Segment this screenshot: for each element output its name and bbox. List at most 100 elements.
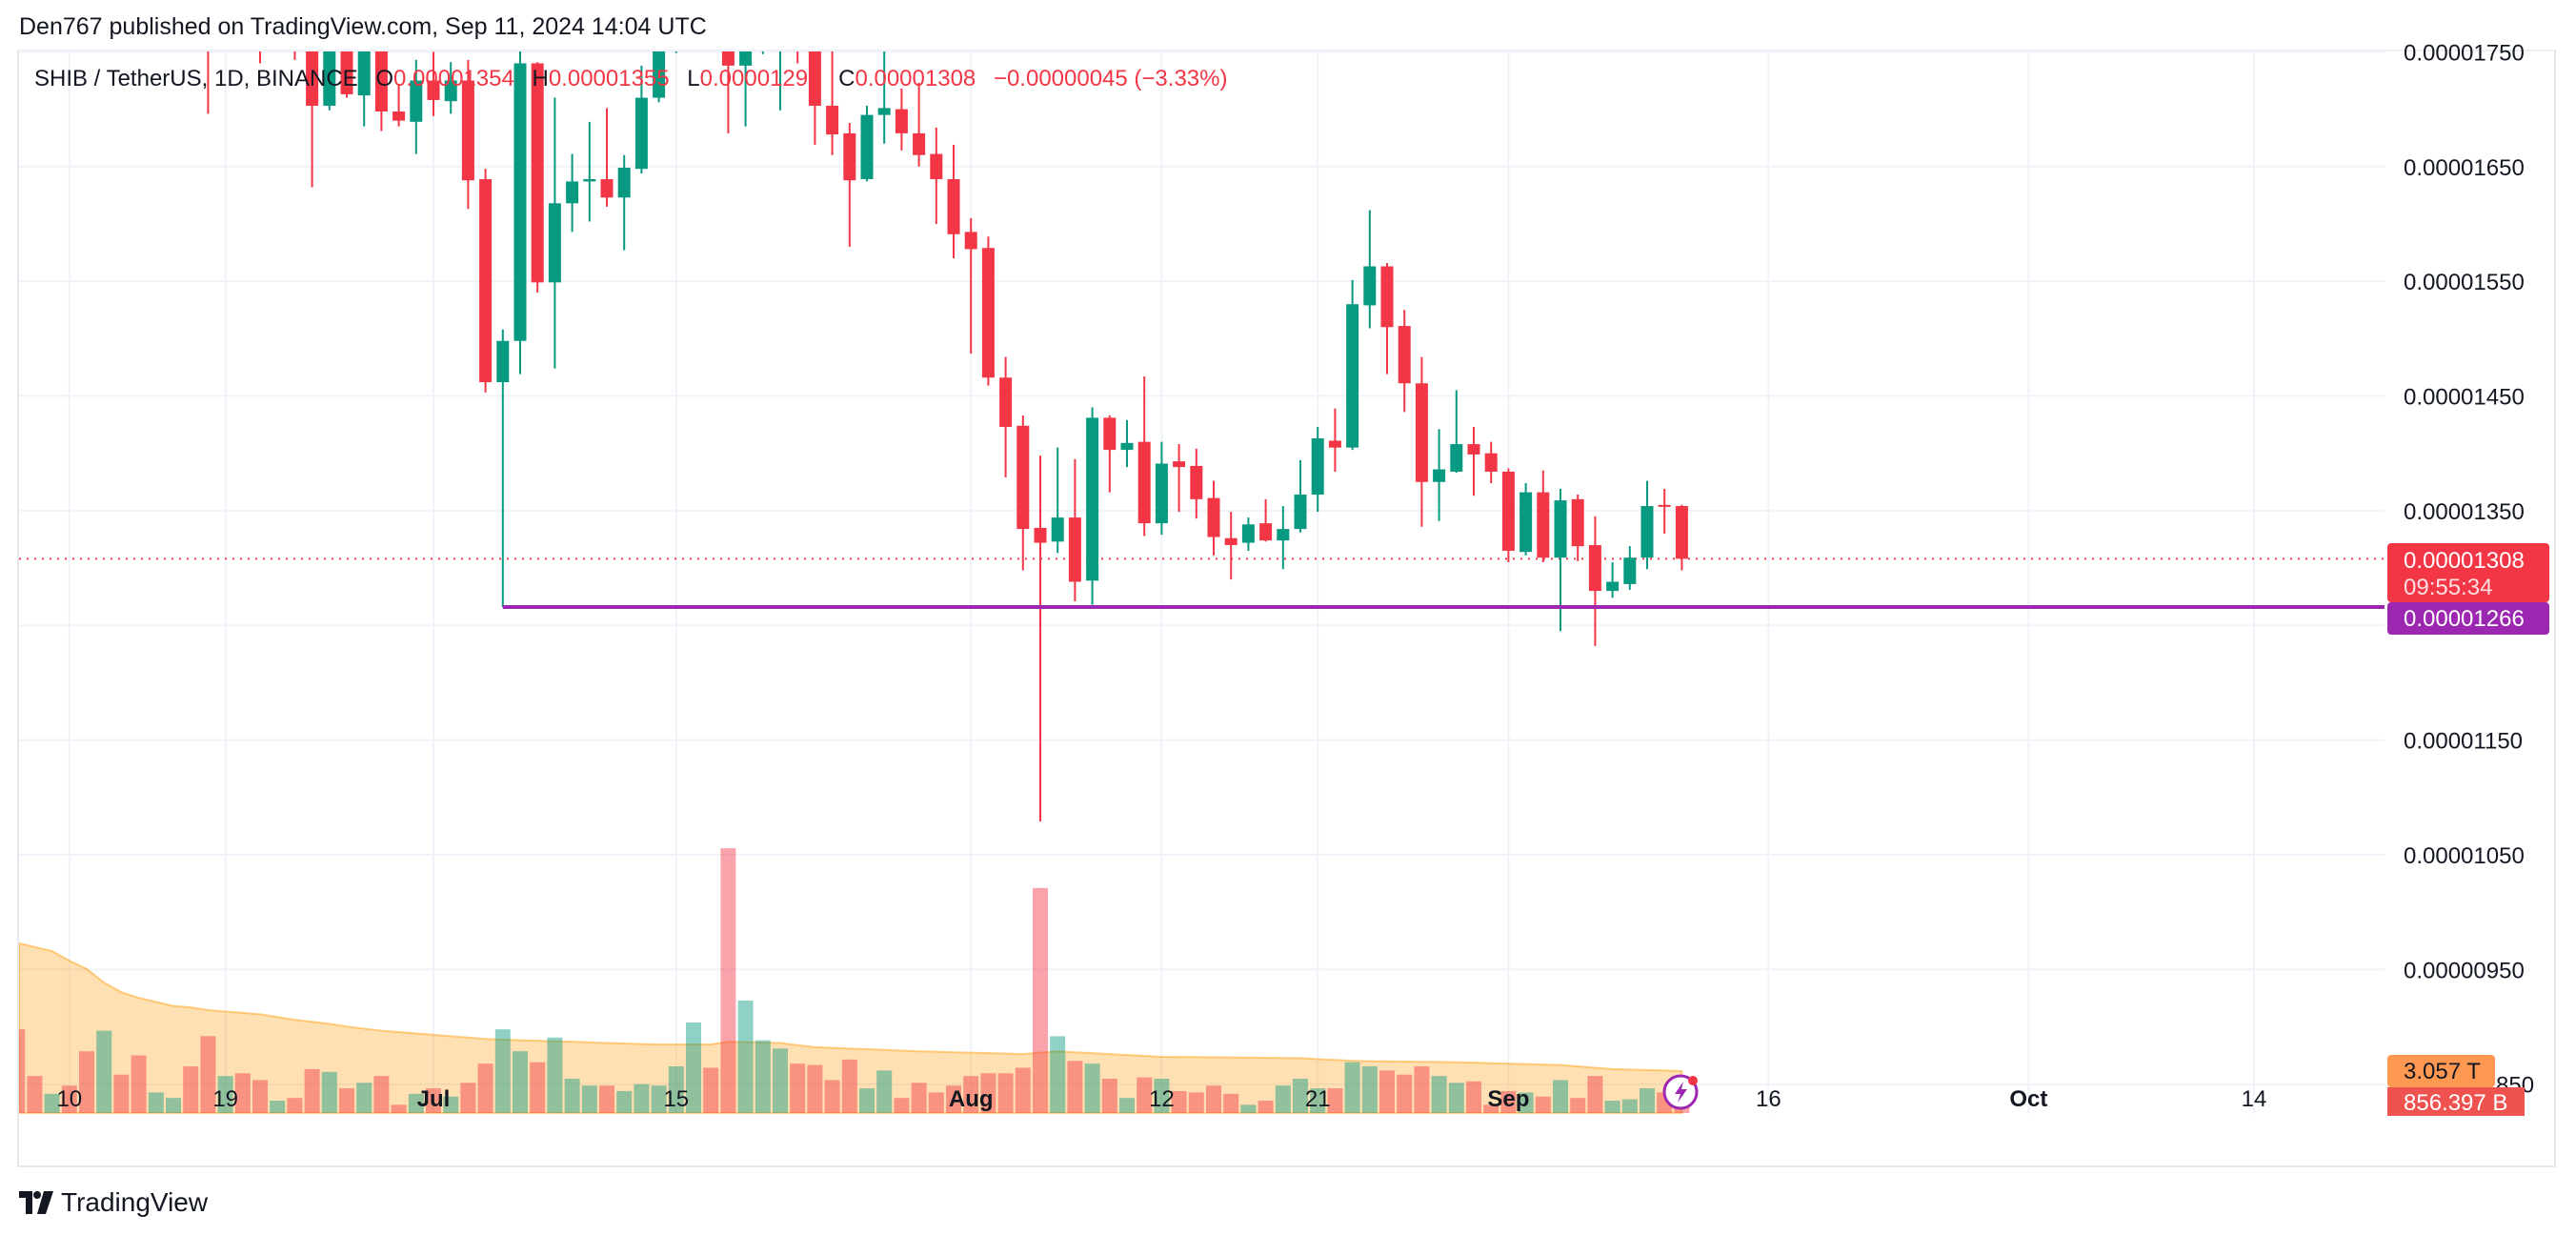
candle (1484, 441, 1498, 483)
candle-body (739, 51, 753, 66)
price-change: −0.00000045 (−3.33%) (993, 66, 1228, 91)
candle (1328, 408, 1341, 472)
candle (808, 51, 821, 145)
candle-body (670, 6, 682, 40)
time-tick-label: 16 (1756, 1086, 1781, 1112)
candle (1501, 468, 1515, 563)
candle-body (427, 80, 440, 100)
candle (860, 105, 874, 182)
volume-badge: 856.397 B (2387, 1087, 2525, 1116)
candle (1311, 427, 1324, 513)
candle-body (1640, 506, 1654, 558)
candle (981, 236, 995, 386)
time-axis[interactable]: 10 19 Jul 15 Aug 12 21 Sep 16 Oct 14 (56, 1086, 2266, 1112)
candle (98, 0, 111, 6)
candle (826, 51, 839, 155)
volume-bar (1101, 1079, 1117, 1113)
candle (357, 51, 371, 127)
candle-body (236, 6, 249, 17)
candle (374, 51, 388, 132)
volume-bar (1379, 1070, 1395, 1113)
candle-body (705, 0, 717, 29)
candle (1155, 441, 1168, 536)
volume-bar (494, 1029, 511, 1113)
candle-body (721, 51, 735, 66)
candle (913, 82, 926, 167)
candle-body (1241, 524, 1255, 543)
volume-bar (1587, 1076, 1603, 1113)
candle-body (289, 6, 301, 29)
candle-body (895, 109, 908, 133)
candle-body (479, 179, 493, 383)
volume-bar (1171, 1090, 1187, 1113)
candle (513, 51, 527, 375)
candle (1103, 415, 1117, 493)
volume-bar (200, 1036, 216, 1113)
time-tick-label: Oct (2009, 1086, 2047, 1112)
candle (81, 0, 93, 6)
candle (583, 121, 596, 222)
volume-bar (1240, 1104, 1257, 1113)
candle (1086, 407, 1099, 605)
last-price-badge: 0.00001308 09:55:34 (2387, 543, 2549, 602)
symbol-legend[interactable]: SHIB / TetherUS, 1D, BINANCE O0.00001354… (34, 66, 1227, 92)
candle-body (1675, 506, 1688, 559)
candle (1675, 504, 1688, 571)
volume-bar (790, 1063, 806, 1113)
candle-body (808, 51, 821, 106)
volume-bar (27, 1076, 43, 1113)
volume-bar (217, 1076, 233, 1113)
volume-bar (1570, 1098, 1586, 1113)
price-axis[interactable]: 0.00001750 0.00001650 0.00001550 0.00001450… (2404, 40, 2534, 1098)
volume-bar (1535, 1096, 1551, 1113)
candle-body (461, 80, 474, 181)
candle-body (600, 179, 614, 198)
volume-bar (252, 1080, 268, 1113)
candle-body (1658, 504, 1671, 507)
volume-bar (426, 1088, 441, 1113)
candle-body (913, 132, 926, 155)
volume-bar (824, 1080, 840, 1113)
candle (705, 0, 717, 34)
volume-bar (997, 1073, 1014, 1113)
candle-body (132, 0, 145, 11)
volume-bar (1223, 1093, 1239, 1113)
volume-bar (1067, 1061, 1083, 1113)
price-tick-label: 0.00001150 (2404, 729, 2523, 755)
grid (19, 50, 2385, 1114)
volume-bar (616, 1090, 633, 1113)
candles (81, 0, 1688, 822)
candle (1207, 480, 1220, 556)
lightning-icon[interactable] (1662, 1074, 1699, 1110)
open-label: O (375, 66, 394, 91)
low-label: L (687, 66, 700, 91)
candle (427, 51, 440, 116)
candle-body (1034, 527, 1047, 543)
volume-bar (148, 1092, 164, 1113)
volume-bar (1084, 1063, 1100, 1113)
candle-body (340, 51, 353, 94)
candle (1640, 480, 1654, 570)
volume-bar (183, 1066, 199, 1113)
publish-info: Den767 published on TradingView.com, Sep… (19, 13, 707, 40)
candle (1554, 489, 1567, 632)
symbol-name[interactable]: SHIB / TetherUS, 1D, BINANCE (34, 66, 358, 91)
candle-body (219, 6, 231, 29)
candle (1363, 210, 1377, 329)
volume-bar (980, 1073, 996, 1113)
candle (1433, 429, 1446, 521)
volume-bar (894, 1098, 910, 1113)
candle (600, 108, 614, 207)
candle-body (634, 97, 648, 170)
candle (272, 6, 284, 40)
candle-body (323, 51, 336, 106)
candle-body (254, 6, 267, 29)
volume-bar (131, 1055, 147, 1113)
candle-body (826, 105, 839, 135)
candle-body (306, 51, 319, 106)
candle (150, 0, 162, 17)
tradingview-brand[interactable]: TradingView (19, 1187, 208, 1218)
price-tick-label: 0.00001050 (2404, 843, 2525, 869)
candle (168, 0, 180, 11)
